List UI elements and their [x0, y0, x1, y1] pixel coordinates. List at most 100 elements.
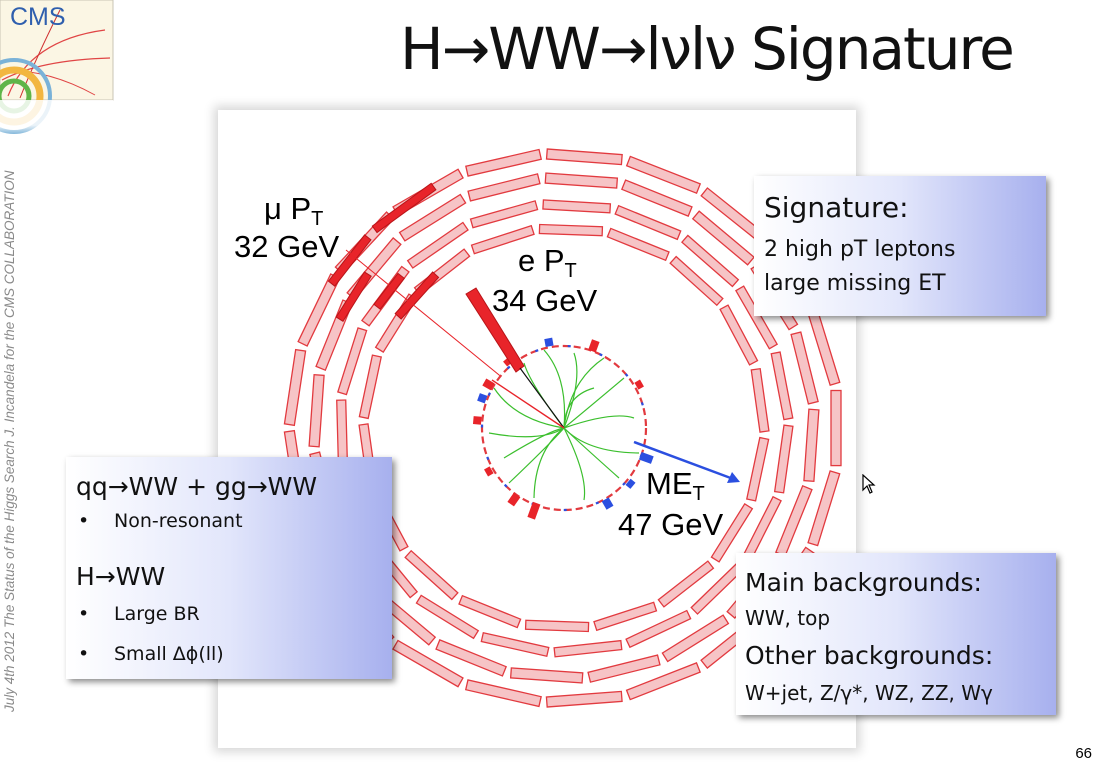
calorimeter-tower — [358, 354, 383, 420]
met-label: MET — [646, 466, 705, 506]
calorimeter-tower — [464, 679, 542, 708]
muon-pt-value: 32 GeV — [234, 229, 340, 264]
ww-bullet-nonresonant: • Non-resonant — [78, 510, 243, 532]
hww-bullet-large-br: • Large BR — [78, 603, 200, 625]
calorimeter-tower — [593, 601, 658, 632]
calorimeter-tower — [745, 436, 770, 502]
calorimeter-tower — [415, 594, 480, 640]
main-backgrounds-box: Main backgrounds: WW, top Other backgrou… — [736, 553, 1056, 715]
charged-track — [563, 427, 586, 501]
calorimeter-tower — [625, 155, 702, 195]
calorimeter-tower — [465, 148, 543, 177]
slide-title: H→WW→lνlν Signature — [400, 15, 1015, 83]
muon-hit — [335, 271, 372, 322]
calorimeter-tower — [719, 304, 759, 366]
calorimeter-tower — [480, 631, 550, 658]
calorimeter-tower — [469, 200, 539, 229]
calorimeter-tower — [803, 408, 820, 483]
calorimeter-tower — [435, 639, 508, 677]
signature-line-1: 2 high pT leptons — [764, 237, 956, 262]
met-arrow — [633, 440, 737, 482]
ww-heading: qq→WW + gg→WW — [76, 472, 318, 501]
charged-track — [488, 427, 565, 438]
calorimeter-tower — [467, 173, 541, 202]
muon-pt-label: μ PT — [264, 191, 324, 231]
ecal-deposit — [472, 416, 482, 425]
calorimeter-tower — [553, 639, 623, 658]
calorimeter-tower — [283, 348, 307, 427]
met-value: 47 GeV — [618, 507, 724, 542]
electron-pt-value: 34 GeV — [492, 283, 598, 318]
electron-track — [519, 367, 565, 429]
main-backgrounds-heading: Main backgrounds: — [745, 568, 982, 597]
calorimeter-tower — [392, 639, 464, 688]
electron-tower — [465, 287, 525, 373]
calorimeter-tower — [661, 614, 730, 663]
mouse-cursor-icon — [862, 474, 876, 494]
charged-track — [563, 427, 640, 454]
ecal-deposit — [507, 492, 521, 507]
calorimeter-tower — [337, 327, 368, 396]
calorimeter-tower — [542, 199, 612, 214]
calorimeter-tower — [750, 367, 770, 433]
cms-logo: CMS — [0, 0, 115, 135]
signature-line-2: large missing ET — [764, 271, 946, 296]
other-backgrounds-line: W+jet, Z/γ*, WZ, ZZ, Wγ — [745, 681, 993, 705]
cms-logo-text: CMS — [10, 3, 66, 31]
calorimeter-tower — [308, 373, 325, 448]
calorimeter-tower — [470, 224, 535, 255]
calorimeter-tower — [545, 148, 623, 166]
signature-box: Signature: 2 high pT leptons large missi… — [754, 176, 1046, 316]
electron-pt-label: e PT — [518, 243, 577, 283]
main-backgrounds-line: WW, top — [745, 606, 831, 630]
calorimeter-tower — [830, 389, 842, 467]
calorimeter-tower — [657, 560, 715, 608]
other-backgrounds-heading: Other backgrounds: — [745, 641, 994, 670]
charged-track — [563, 352, 578, 429]
muon-inner-track — [491, 379, 565, 429]
charged-track — [533, 427, 565, 499]
charged-track — [493, 387, 565, 429]
hww-bullet-small-dphi: • Small Δϕ(ll) — [78, 643, 224, 665]
muon-hit — [373, 272, 406, 310]
ecal-deposit — [477, 393, 488, 404]
signature-heading: Signature: — [764, 191, 909, 224]
page-number: 66 — [1075, 745, 1092, 762]
ecal-deposit — [588, 339, 600, 353]
ecal-deposit — [625, 478, 636, 489]
calorimeter-tower — [691, 210, 755, 266]
calorimeter-tower — [458, 594, 522, 629]
calorimeter-tower — [406, 221, 469, 269]
calorimeter-tower — [538, 223, 604, 237]
calorimeter-tower — [625, 662, 701, 701]
charged-track — [503, 427, 565, 459]
calorimeter-tower — [614, 204, 682, 241]
ecal-deposit — [484, 466, 494, 477]
calorimeter-tower — [544, 172, 619, 189]
calorimeter-tower — [587, 654, 661, 683]
slide-title-reflection: H→WW→lνlν Signature — [400, 56, 1013, 84]
calorimeter-tower — [620, 179, 693, 217]
charged-track — [563, 387, 595, 429]
ecal-deposit — [638, 451, 654, 464]
ecal-deposit — [527, 501, 541, 520]
ecal-deposit — [634, 379, 644, 390]
calorimeter-tower — [606, 227, 670, 262]
calorimeter-tower — [770, 351, 794, 421]
muon-hit — [371, 182, 437, 234]
ecal-deposit — [544, 337, 554, 347]
hww-heading: H→WW — [76, 562, 166, 591]
muon-hit — [394, 271, 440, 320]
calorimeter-tower — [669, 255, 724, 307]
calorimeter-tower — [625, 609, 692, 649]
muon-hit — [327, 234, 372, 287]
charged-track — [563, 415, 635, 429]
ecal-deposit — [482, 378, 495, 391]
ecal-deposit — [601, 497, 614, 510]
tracker-hits — [480, 344, 648, 512]
charged-track — [563, 377, 625, 429]
calorimeter-tower — [710, 502, 754, 563]
calorimeter-tower — [807, 309, 841, 387]
met-arrowhead — [727, 472, 740, 483]
calorimeter-tower — [790, 331, 819, 405]
